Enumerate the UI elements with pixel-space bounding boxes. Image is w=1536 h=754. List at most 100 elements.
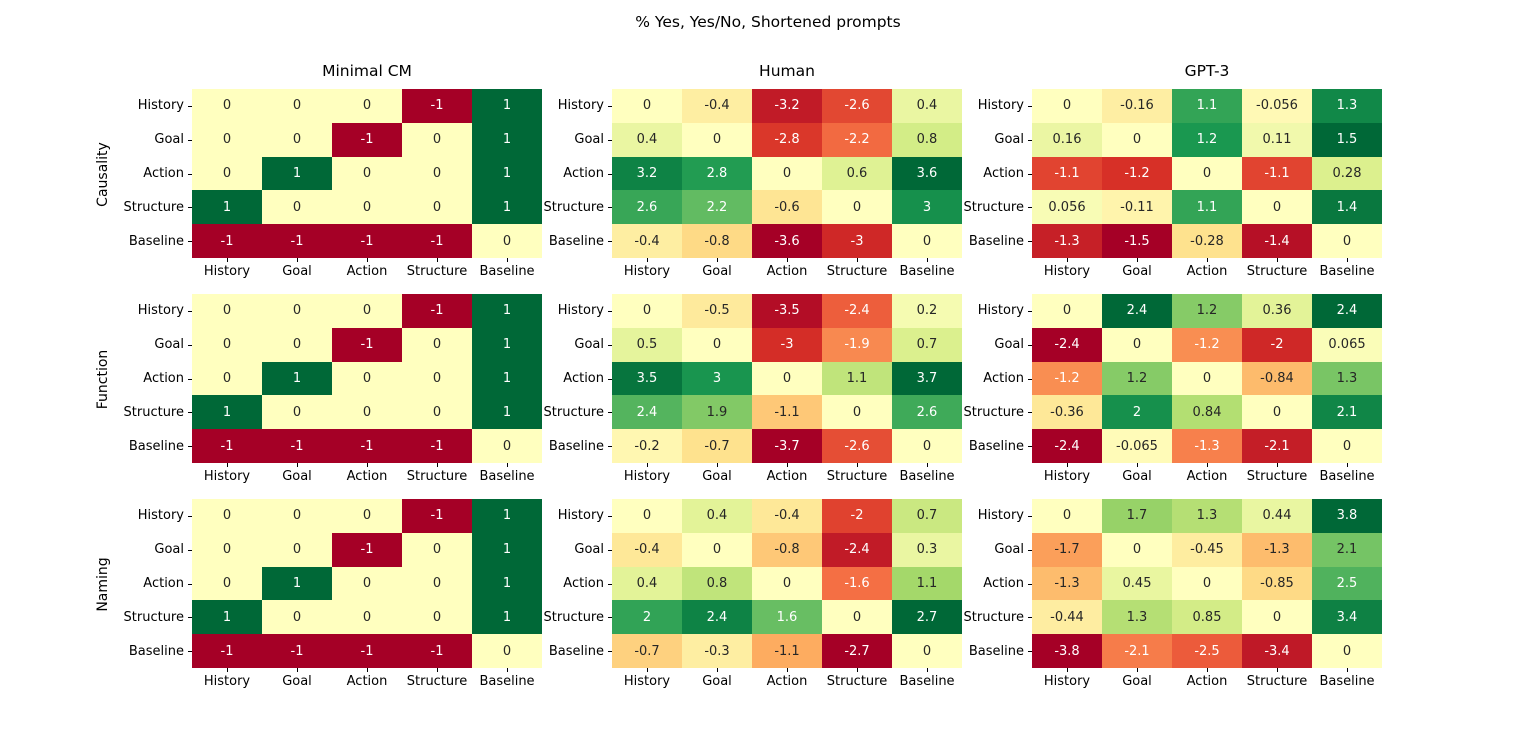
heatmap-cell: 0 bbox=[262, 122, 332, 157]
heatmap-cell: -0.065 bbox=[1102, 429, 1172, 463]
heatmap-cell: -2.2 bbox=[822, 122, 892, 157]
x-tick-mark bbox=[1277, 668, 1278, 672]
heatmap-cell: -1 bbox=[332, 532, 402, 567]
y-tick-label: Structure bbox=[543, 609, 604, 625]
y-tick-label: History bbox=[977, 303, 1024, 319]
x-tick-mark bbox=[1067, 668, 1068, 672]
heatmap-cell: -1.3 bbox=[1172, 429, 1242, 463]
heatmap-cell: -1.3 bbox=[1032, 224, 1102, 258]
y-tick-label: Structure bbox=[963, 404, 1024, 420]
x-tick-label: Baseline bbox=[1319, 264, 1375, 279]
x-tick-label: Action bbox=[766, 469, 808, 484]
x-tick-mark bbox=[1347, 668, 1348, 672]
y-tick-mark bbox=[608, 173, 612, 175]
heatmap-cell: 3.8 bbox=[1312, 499, 1382, 533]
heatmap-cell: 1 bbox=[262, 361, 332, 396]
x-tick-label: Structure bbox=[826, 264, 888, 279]
heatmap-cell: 1 bbox=[262, 156, 332, 191]
heatmap-cell: 0 bbox=[752, 361, 822, 396]
heatmap-cell: 0.056 bbox=[1032, 190, 1102, 225]
heatmap-cell: -0.36 bbox=[1032, 395, 1102, 430]
y-tick-mark bbox=[1028, 515, 1032, 517]
x-tick-label: Goal bbox=[702, 469, 732, 484]
heatmap-cell: 1 bbox=[472, 294, 542, 328]
heatmap-cell: -0.16 bbox=[1102, 89, 1172, 123]
x-tick-label: Action bbox=[1186, 469, 1228, 484]
x-tick-label: Baseline bbox=[479, 264, 535, 279]
x-tick-mark bbox=[717, 668, 718, 672]
x-tick-mark bbox=[507, 668, 508, 672]
heatmap-cell: 0.5 bbox=[612, 327, 682, 362]
heatmap-cell: 2.4 bbox=[682, 600, 752, 635]
heatmap-cell: -3 bbox=[752, 327, 822, 362]
y-tick-mark bbox=[608, 105, 612, 107]
y-tick-mark bbox=[608, 378, 612, 380]
y-tick-label: Baseline bbox=[968, 438, 1024, 454]
heatmap-cell: 0 bbox=[822, 190, 892, 225]
x-tick-mark bbox=[437, 463, 438, 467]
x-tick-label: Structure bbox=[406, 469, 468, 484]
x-tick-mark bbox=[367, 463, 368, 467]
heatmap-cell: -0.4 bbox=[752, 499, 822, 533]
y-tick-mark bbox=[1028, 344, 1032, 346]
column-title-minimal-cm: Minimal CM bbox=[322, 62, 412, 80]
y-tick-mark bbox=[608, 515, 612, 517]
heatmap-cell: 0 bbox=[332, 600, 402, 635]
heatmap-cell: 1.2 bbox=[1172, 122, 1242, 157]
y-tick-label: Baseline bbox=[968, 643, 1024, 659]
x-tick-mark bbox=[507, 258, 508, 262]
heatmap-cell: -3 bbox=[822, 224, 892, 258]
heatmap-cell: 0 bbox=[1312, 224, 1382, 258]
heatmap-cell: -1 bbox=[332, 634, 402, 668]
y-tick-label: Baseline bbox=[128, 438, 184, 454]
y-tick-label: History bbox=[137, 98, 184, 114]
x-tick-mark bbox=[297, 258, 298, 262]
heatmap-cell: 1.3 bbox=[1312, 361, 1382, 396]
heatmap-cell: 0 bbox=[1102, 327, 1172, 362]
x-tick-mark bbox=[437, 668, 438, 672]
y-tick-mark bbox=[608, 651, 612, 653]
heatmap-cell: -1.2 bbox=[1172, 327, 1242, 362]
x-tick-label: Action bbox=[346, 264, 388, 279]
heatmap-cell: 1.7 bbox=[1102, 499, 1172, 533]
heatmap-cell: 0 bbox=[682, 327, 752, 362]
y-tick-mark bbox=[188, 207, 192, 209]
heatmap-cell: -1.2 bbox=[1102, 156, 1172, 191]
heatmap-cell: 0.4 bbox=[892, 89, 962, 123]
y-tick-label: History bbox=[557, 508, 604, 524]
heatmap-cell: 0 bbox=[192, 361, 262, 396]
x-tick-label: Goal bbox=[702, 674, 732, 689]
heatmap-cell: -2.4 bbox=[822, 294, 892, 328]
heatmap-cell: 0 bbox=[402, 122, 472, 157]
heatmap-cell: 0 bbox=[1102, 122, 1172, 157]
y-tick-mark bbox=[188, 549, 192, 551]
y-tick-label: Action bbox=[143, 165, 184, 181]
column-title-gpt-3: GPT-3 bbox=[1184, 62, 1230, 80]
heatmap-cell: 2.6 bbox=[612, 190, 682, 225]
heatmap-cell: -2.8 bbox=[752, 122, 822, 157]
y-tick-label: History bbox=[557, 98, 604, 114]
heatmap-cell: 0 bbox=[262, 532, 332, 567]
x-tick-label: Goal bbox=[282, 674, 312, 689]
heatmap-cell: 1 bbox=[472, 89, 542, 123]
heatmap-cell: -2.1 bbox=[1102, 634, 1172, 668]
heatmap-cell: 0 bbox=[332, 294, 402, 328]
heatmap-cell: 1.1 bbox=[1172, 89, 1242, 123]
heatmap-cell: 0 bbox=[402, 532, 472, 567]
heatmap-cell: -1.1 bbox=[752, 634, 822, 668]
x-tick-mark bbox=[367, 668, 368, 672]
heatmap-cell: 0 bbox=[402, 395, 472, 430]
heatmap-cell: -0.7 bbox=[612, 634, 682, 668]
y-tick-mark bbox=[608, 139, 612, 141]
heatmap-cell: 0 bbox=[892, 429, 962, 463]
heatmap-cell: -1.1 bbox=[752, 395, 822, 430]
column-title-human: Human bbox=[759, 62, 815, 80]
heatmap-cell: 1 bbox=[192, 600, 262, 635]
x-tick-mark bbox=[647, 258, 648, 262]
y-tick-mark bbox=[608, 241, 612, 243]
x-tick-label: Action bbox=[346, 469, 388, 484]
x-tick-label: Structure bbox=[406, 264, 468, 279]
x-tick-mark bbox=[297, 463, 298, 467]
heatmap-cell: 1 bbox=[472, 156, 542, 191]
